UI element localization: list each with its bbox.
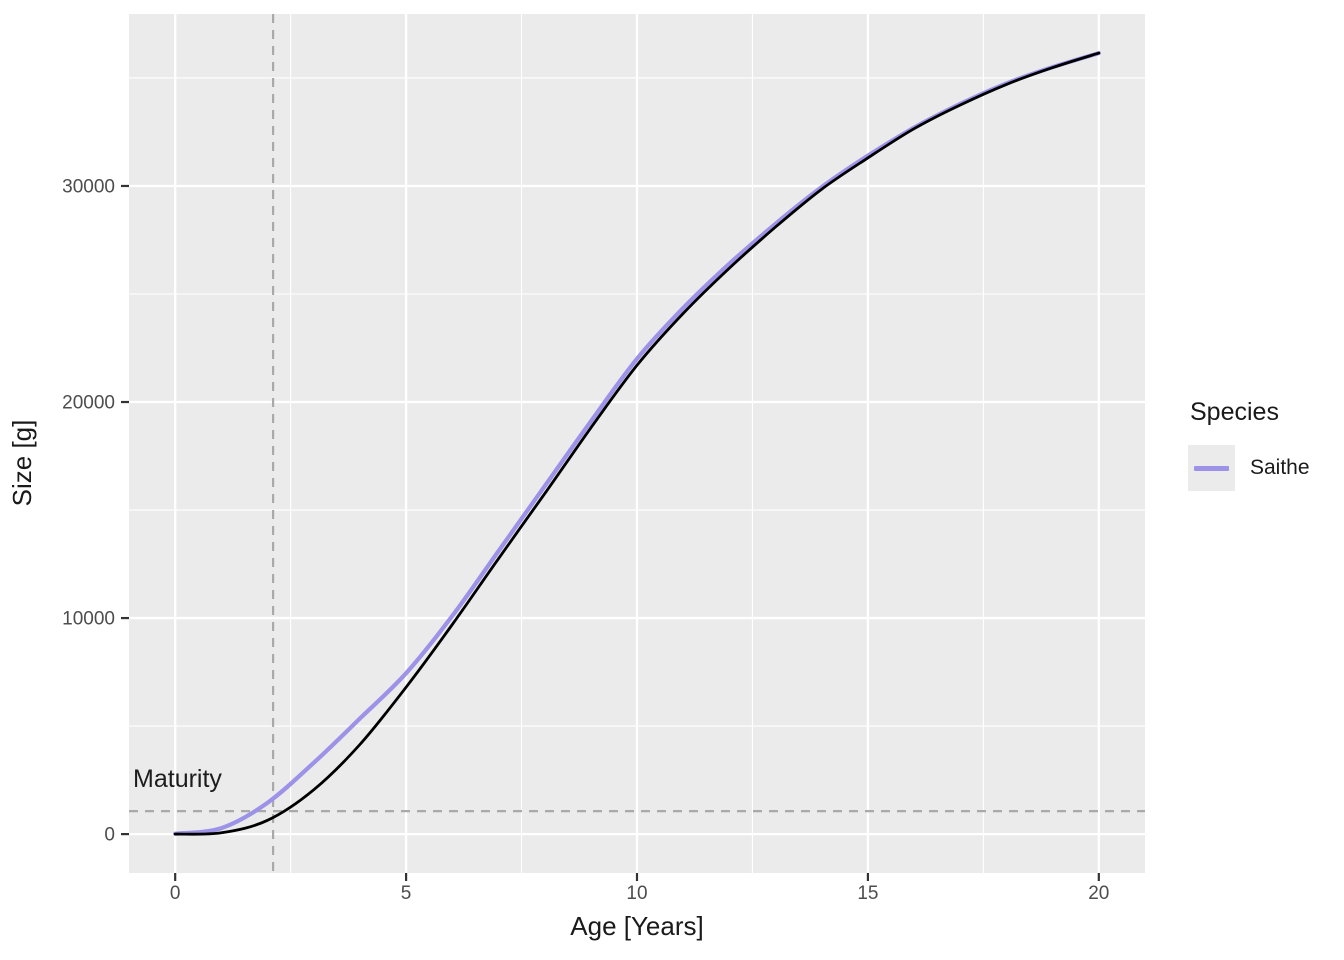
x-tick-label: 15: [857, 883, 878, 904]
y-tick-label: 20000: [62, 392, 115, 413]
legend-key-box: [1188, 445, 1235, 491]
x-axis-title: Age [Years]: [570, 911, 704, 941]
y-tick-label: 10000: [62, 609, 115, 630]
y-axis-title-container: Size [g]: [2, 393, 42, 533]
x-tick-label: 5: [401, 883, 412, 904]
maturity-annotation: Maturity: [133, 765, 222, 793]
series-line-black-curve: [173, 51, 1101, 836]
legend-key-line-icon: [1194, 465, 1229, 471]
legend-title: Species: [1190, 398, 1279, 426]
y-tick-label: 30000: [62, 176, 115, 197]
y-axis-title: Size [g]: [6, 419, 37, 507]
major-gridlines: [129, 14, 1145, 873]
x-tick-label: 20: [1088, 883, 1109, 904]
legend: Species Saithe: [1188, 398, 1338, 491]
axis-ticks: [121, 184, 1100, 881]
x-tick-label: 10: [626, 883, 647, 904]
x-tick-label: 0: [170, 883, 181, 904]
y-tick-label: 0: [104, 825, 115, 846]
legend-entry-saithe: Saithe: [1188, 445, 1338, 491]
axis-tick-labels: 0 5 10 15 20 0 10000 20000 30000: [62, 176, 1109, 903]
panel-content: Maturity: [129, 14, 1145, 873]
legend-entry-label: Saithe: [1250, 456, 1310, 479]
